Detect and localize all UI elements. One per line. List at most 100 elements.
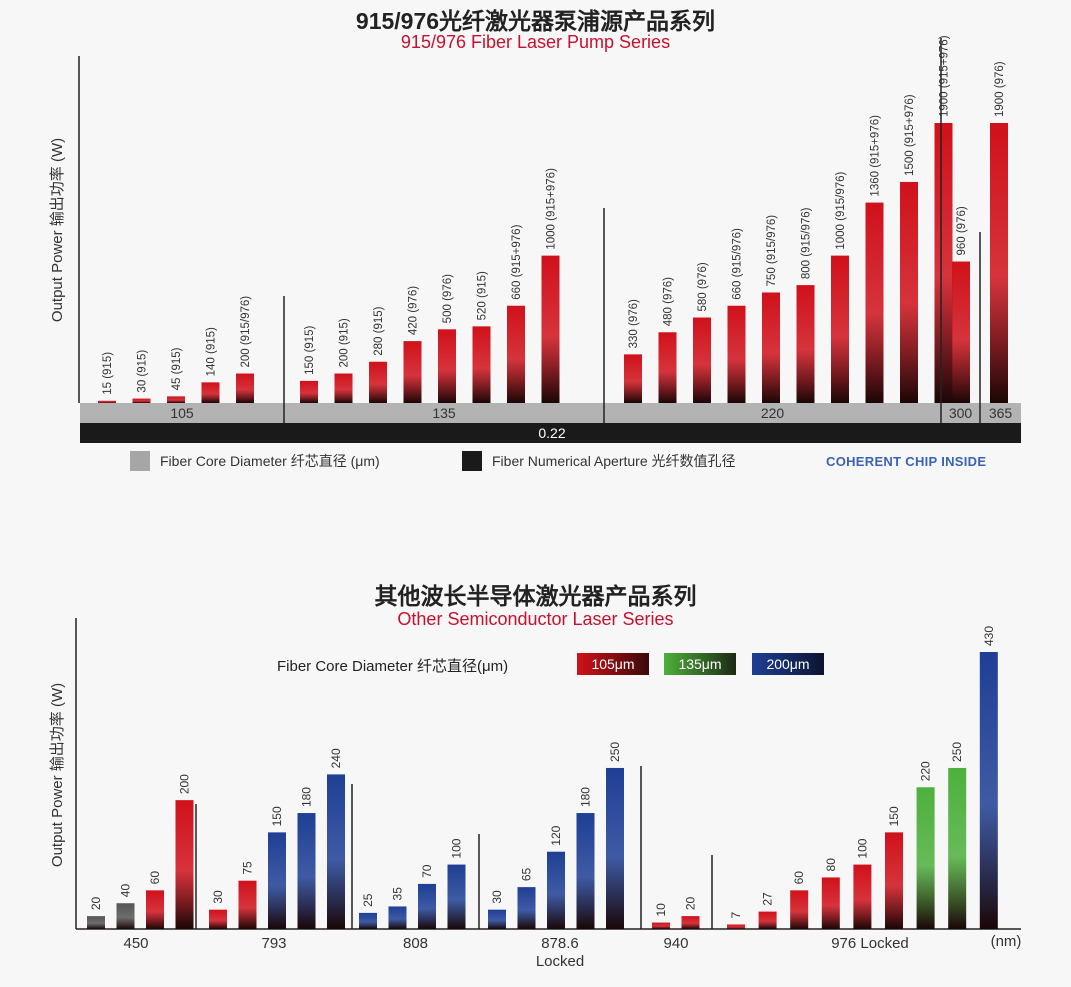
chart1-bar-label: 1500 (915+976) bbox=[904, 94, 916, 176]
chart1-bar-label: 1000 (915+976) bbox=[546, 168, 558, 250]
chart1-bar bbox=[132, 398, 151, 403]
chart1-group-label: 220 bbox=[761, 405, 785, 421]
chart2-bar bbox=[116, 903, 135, 929]
legend-swatch-gray bbox=[130, 451, 150, 471]
chart2-bar-label: 250 bbox=[608, 742, 622, 762]
chart2-bar-label: 30 bbox=[490, 890, 504, 904]
chart2-bar-label: 75 bbox=[241, 861, 255, 875]
chart2-bar bbox=[327, 774, 345, 929]
chart2-bar-label: 7 bbox=[729, 911, 743, 918]
legend2-200: 200μm bbox=[752, 653, 824, 675]
chart2-bar-label: 240 bbox=[329, 748, 343, 768]
chart2-bar-label: 20 bbox=[684, 896, 698, 910]
chart2-bar-label: 100 bbox=[450, 838, 464, 858]
chart2-bar bbox=[209, 909, 227, 929]
chart2-bar bbox=[576, 813, 595, 929]
chart2-group-label: 878.6 bbox=[541, 935, 579, 952]
chart1-group-label: 300 bbox=[949, 405, 973, 421]
chart1-bar bbox=[952, 261, 970, 403]
chart2-bar-label: 65 bbox=[520, 867, 534, 881]
chart1-bar bbox=[727, 305, 746, 403]
chart2-group-label: 450 bbox=[123, 935, 148, 952]
legend2-title: Fiber Core Diameter 纤芯直径(μm) bbox=[277, 658, 509, 675]
chart1-bar-label: 150 (915) bbox=[304, 325, 316, 374]
chart1-bar-label: 45 (915) bbox=[171, 347, 183, 390]
chart1-bar bbox=[624, 354, 642, 403]
chart1-bar-label: 1360 (915+976) bbox=[870, 115, 882, 197]
chart2-bar-label: 60 bbox=[148, 871, 162, 885]
chart1-bar bbox=[762, 292, 780, 403]
chart1-bar-label: 660 (915+976) bbox=[511, 224, 523, 299]
chart1-bar bbox=[934, 123, 953, 403]
chart1-core-band bbox=[80, 403, 1021, 423]
chart1-bar bbox=[472, 326, 491, 403]
chart2-bar bbox=[681, 916, 700, 929]
chart1-bar-label: 15 (915) bbox=[102, 352, 114, 395]
chart1-bar bbox=[201, 382, 220, 403]
chart2-bar-label: 120 bbox=[549, 825, 563, 845]
chart2-bar bbox=[758, 911, 777, 929]
chart1-bar-label: 420 (976) bbox=[408, 286, 420, 335]
chart2-bar-label: 40 bbox=[119, 884, 133, 898]
chart2-bar bbox=[821, 877, 840, 929]
chart1-bar-label: 580 (976) bbox=[697, 262, 709, 311]
chart1-bar-label: 520 (915) bbox=[477, 271, 489, 320]
chart2-bar bbox=[727, 924, 745, 929]
chart1-bar-label: 200 (915/976) bbox=[240, 296, 252, 368]
chart2-bar bbox=[606, 767, 624, 929]
chart2-bar-label: 70 bbox=[420, 864, 434, 878]
chart2-bar bbox=[418, 883, 436, 929]
chart1-bar bbox=[369, 361, 387, 403]
chart2-x-unit: (nm) bbox=[991, 933, 1022, 950]
chart2-bar bbox=[447, 864, 466, 929]
chart2-bar-label: 180 bbox=[579, 787, 593, 807]
chart1-na-label: 0.22 bbox=[538, 425, 565, 441]
legend-core-diameter: Fiber Core Diameter 纤芯直径 (μm) bbox=[130, 451, 380, 471]
chart1-bar bbox=[98, 400, 116, 403]
chart2-bar bbox=[547, 851, 565, 929]
chart2-bar bbox=[175, 800, 194, 929]
chart2-y-axis-label: Output Power 输出功率 (W) bbox=[49, 683, 66, 867]
chart1-bar bbox=[236, 373, 254, 403]
chart1-group-label: 105 bbox=[170, 405, 194, 421]
brand-logo-text: COHERENT CHIP INSIDE bbox=[826, 454, 987, 469]
chart1-bar bbox=[693, 317, 711, 403]
chart2-bar bbox=[790, 890, 809, 929]
chart2-bar bbox=[885, 832, 903, 929]
chart2-bar bbox=[517, 887, 536, 929]
chart1-bar-label: 1000 (915/976) bbox=[835, 171, 847, 249]
chart1-bar-label: 660 (915/976) bbox=[732, 228, 744, 300]
legend-core-diameter-label: Fiber Core Diameter 纤芯直径 (μm) bbox=[160, 453, 380, 469]
chart1-na-band bbox=[80, 423, 1021, 443]
chart2-group-label: 976 Locked bbox=[831, 935, 909, 952]
chart1-title: 915/976光纤激光器泵浦源产品系列 bbox=[355, 8, 716, 34]
chart2-bar-label: 10 bbox=[654, 903, 668, 917]
chart2-bar-label: 80 bbox=[824, 858, 838, 872]
chart2-bar bbox=[359, 912, 377, 929]
chart1-bar bbox=[831, 255, 849, 403]
chart1-bar-label: 750 (915/976) bbox=[766, 215, 778, 287]
chart1-bar-label: 330 (976) bbox=[628, 299, 640, 348]
chart1-bar bbox=[507, 305, 525, 403]
chart1-svg: Output Power 输出功率 (W) 0.22 105 15 (915) 30 (… bbox=[49, 35, 1021, 443]
chart1-subtitle: 915/976 Fiber Laser Pump Series bbox=[400, 32, 671, 52]
chart2-bar-label: 220 bbox=[919, 761, 933, 781]
chart1-bar bbox=[167, 396, 185, 403]
chart2-group-label: 808 bbox=[403, 935, 428, 952]
chart1-bar-label: 1900 (976) bbox=[994, 61, 1006, 117]
chart2-bar bbox=[488, 909, 506, 929]
legend-numerical-aperture-label: Fiber Numerical Aperture 光纤数值孔径 bbox=[492, 453, 736, 469]
chart2-bar-label: 250 bbox=[950, 742, 964, 762]
chart2-bar-label: 27 bbox=[761, 892, 775, 906]
chart1-bar-label: 30 (915) bbox=[137, 350, 149, 393]
legend2-105: 105μm bbox=[577, 653, 649, 675]
chart2-bar bbox=[297, 813, 316, 929]
chart2-bar-label: 60 bbox=[792, 871, 806, 885]
chart1-bar bbox=[796, 285, 815, 403]
chart2-bar-label: 35 bbox=[391, 887, 405, 901]
chart1-bar-label: 500 (976) bbox=[442, 274, 454, 323]
chart1-bar bbox=[403, 341, 422, 403]
chart2-subtitle: Other Semiconductor Laser Series bbox=[397, 609, 674, 629]
chart2-bar bbox=[948, 767, 967, 929]
chart1-bar bbox=[438, 329, 456, 403]
